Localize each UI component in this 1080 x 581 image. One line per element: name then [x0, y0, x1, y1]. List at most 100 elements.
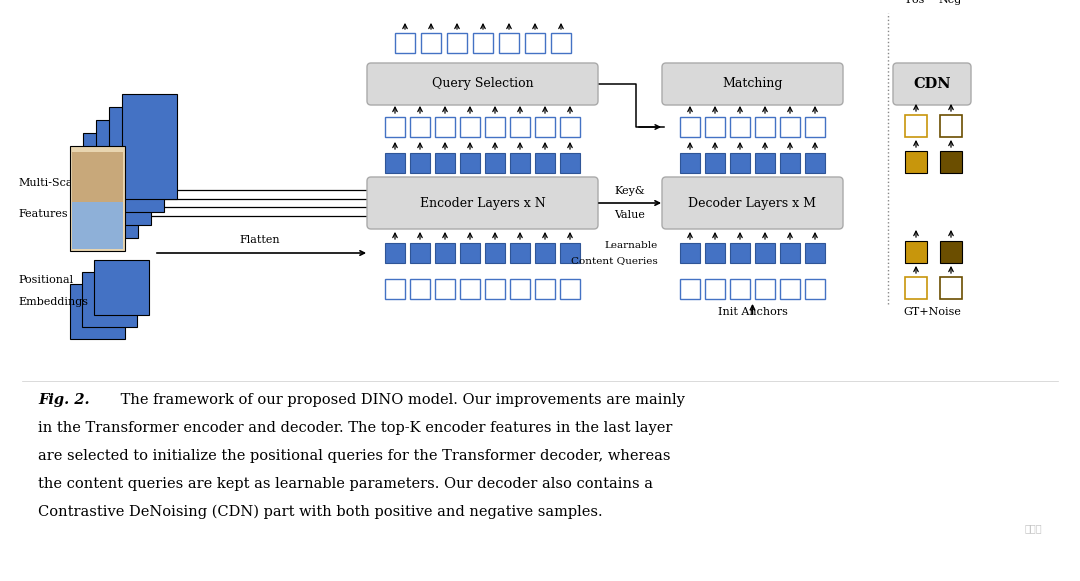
Text: are selected to initialize the positional queries for the Transformer decoder, w: are selected to initialize the positiona…: [38, 449, 671, 463]
Text: in the Transformer encoder and decoder. The top-K encoder features in the last l: in the Transformer encoder and decoder. …: [38, 421, 673, 435]
Bar: [410, 243, 430, 263]
Bar: [473, 33, 492, 53]
Bar: [435, 279, 455, 299]
Bar: [485, 117, 505, 137]
Bar: [535, 117, 555, 137]
Bar: [780, 117, 800, 137]
Bar: [705, 279, 725, 299]
Bar: [940, 151, 962, 173]
Bar: [680, 153, 700, 173]
Text: Fig. 2.: Fig. 2.: [38, 393, 90, 407]
Bar: [510, 279, 530, 299]
Text: 新智元: 新智元: [1024, 523, 1042, 533]
Bar: [905, 151, 927, 173]
Bar: [705, 117, 725, 137]
Bar: [680, 279, 700, 299]
Bar: [499, 33, 519, 53]
Bar: [384, 243, 405, 263]
Bar: [83, 133, 138, 238]
Text: Contrastive DeNoising (CDN) part with both positive and negative samples.: Contrastive DeNoising (CDN) part with bo…: [38, 505, 603, 519]
Bar: [435, 153, 455, 173]
Text: Learnable: Learnable: [605, 241, 658, 249]
Bar: [561, 243, 580, 263]
Bar: [730, 153, 750, 173]
Bar: [384, 279, 405, 299]
Text: Key&: Key&: [615, 186, 646, 196]
Bar: [447, 33, 467, 53]
Bar: [410, 153, 430, 173]
Bar: [109, 107, 164, 212]
Bar: [730, 243, 750, 263]
Bar: [535, 279, 555, 299]
Text: Positional: Positional: [18, 275, 73, 285]
Text: Decoder Layers x M: Decoder Layers x M: [689, 196, 816, 210]
Bar: [535, 153, 555, 173]
Bar: [70, 146, 125, 251]
Bar: [805, 279, 825, 299]
Bar: [485, 243, 505, 263]
Bar: [730, 279, 750, 299]
Bar: [70, 284, 125, 339]
Bar: [510, 117, 530, 137]
FancyBboxPatch shape: [662, 177, 843, 229]
Bar: [905, 241, 927, 263]
Bar: [410, 279, 430, 299]
Text: GT+Noise: GT+Noise: [903, 307, 961, 317]
Text: Neg: Neg: [939, 0, 961, 5]
Bar: [551, 33, 571, 53]
Bar: [940, 241, 962, 263]
Bar: [460, 153, 480, 173]
Bar: [435, 117, 455, 137]
Bar: [384, 153, 405, 173]
Bar: [780, 153, 800, 173]
Bar: [485, 153, 505, 173]
Bar: [680, 117, 700, 137]
Bar: [460, 279, 480, 299]
Bar: [485, 279, 505, 299]
Text: Content Queries: Content Queries: [571, 256, 658, 266]
Bar: [755, 117, 775, 137]
Bar: [460, 243, 480, 263]
Bar: [122, 94, 177, 199]
Bar: [805, 153, 825, 173]
Text: Features: Features: [18, 209, 68, 219]
Bar: [561, 279, 580, 299]
FancyBboxPatch shape: [662, 63, 843, 105]
Bar: [395, 33, 415, 53]
Text: Pos: Pos: [905, 0, 924, 5]
Bar: [705, 153, 725, 173]
Text: Query Selection: Query Selection: [432, 77, 534, 91]
Text: Init Anchors: Init Anchors: [717, 307, 787, 317]
Bar: [535, 243, 555, 263]
Text: Value: Value: [615, 210, 646, 220]
Bar: [561, 117, 580, 137]
Bar: [755, 243, 775, 263]
Text: Flatten: Flatten: [240, 235, 281, 245]
Bar: [421, 33, 441, 53]
Bar: [755, 153, 775, 173]
Bar: [805, 243, 825, 263]
FancyBboxPatch shape: [893, 63, 971, 105]
Bar: [525, 33, 545, 53]
Bar: [410, 117, 430, 137]
Bar: [96, 120, 151, 225]
Bar: [435, 243, 455, 263]
Text: The framework of our proposed DINO model. Our improvements are mainly: The framework of our proposed DINO model…: [116, 393, 685, 407]
Bar: [705, 243, 725, 263]
Text: Matching: Matching: [723, 77, 783, 91]
Bar: [510, 153, 530, 173]
Text: CDN: CDN: [914, 77, 950, 91]
Bar: [780, 279, 800, 299]
Bar: [72, 202, 123, 249]
Bar: [940, 115, 962, 137]
Bar: [905, 277, 927, 299]
Bar: [72, 152, 123, 202]
Bar: [94, 260, 149, 315]
Text: Encoder Layers x N: Encoder Layers x N: [420, 196, 545, 210]
Bar: [940, 277, 962, 299]
Bar: [510, 243, 530, 263]
Bar: [680, 243, 700, 263]
FancyBboxPatch shape: [367, 63, 598, 105]
Bar: [905, 115, 927, 137]
Bar: [780, 243, 800, 263]
